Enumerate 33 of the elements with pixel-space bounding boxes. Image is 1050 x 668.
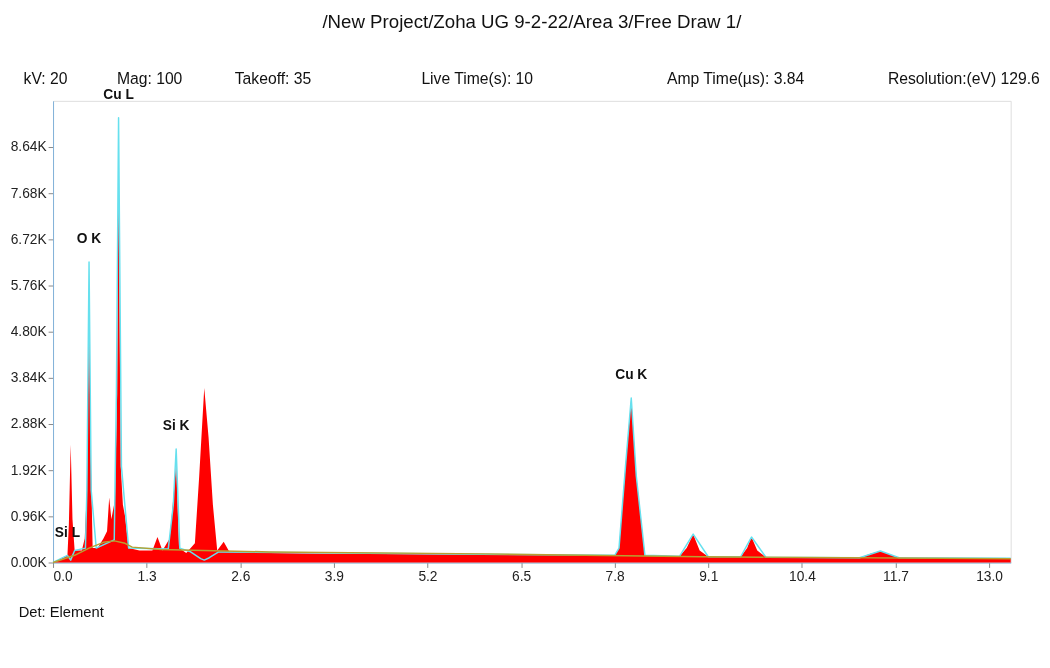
x-tick-label: 6.5	[512, 568, 532, 584]
y-tick-label: 0.00K	[10, 554, 48, 570]
y-tick-label: 2.88K	[10, 416, 48, 432]
text: Amp Time(µs): 3.84	[666, 70, 805, 88]
x-tick-label: 13.0	[976, 568, 1004, 584]
x-tick-label: 7.8	[605, 568, 626, 584]
y-tick-label: 8.64K	[10, 139, 48, 155]
annotation: Cu K	[615, 367, 648, 383]
x-tick-label: 3.9	[324, 568, 344, 584]
x-tick-label: 0.0	[53, 568, 73, 584]
annotation: O K	[76, 231, 102, 247]
y-tick-label: 7.68K	[10, 185, 48, 201]
y-tick-label: 0.96K	[10, 508, 48, 524]
text: Takeoff: 35	[234, 70, 312, 88]
x-tick-label: 9.1	[699, 568, 719, 584]
y-tick-label: 5.76K	[10, 277, 48, 293]
chart-title: /New Project/Zoha UG 9-2-22/Area 3/Free Draw 1/	[322, 11, 743, 33]
text: Live Time(s): 10	[421, 70, 534, 88]
annotation: Si K	[162, 418, 190, 434]
y-tick-label: 6.72K	[10, 231, 48, 247]
text: kV: 20	[23, 70, 68, 88]
text: Resolution:(eV) 129.6	[887, 70, 1041, 88]
x-tick-label: 11.7	[883, 568, 909, 584]
y-tick-label: 1.92K	[10, 462, 48, 478]
x-tick-label: 2.6	[231, 568, 251, 584]
x-tick-label: 1.3	[137, 568, 158, 584]
x-tick-label: 5.2	[418, 568, 438, 584]
annotation: Cu L	[103, 87, 134, 103]
y-tick-label: 3.84K	[10, 370, 48, 386]
text: Det: Element	[18, 603, 104, 620]
text: Mag: 100	[116, 70, 183, 88]
y-tick-label: 4.80K	[10, 324, 48, 340]
x-tick-label: 10.4	[789, 568, 817, 584]
